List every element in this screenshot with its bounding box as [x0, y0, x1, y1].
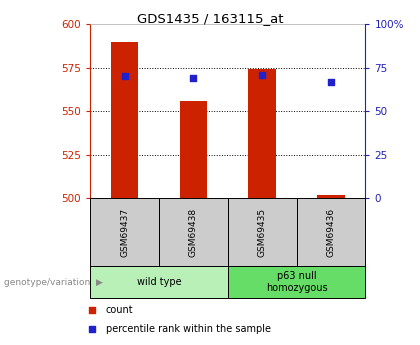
- Bar: [249, 69, 276, 198]
- Text: GSM69436: GSM69436: [326, 207, 336, 257]
- Text: GSM69435: GSM69435: [258, 207, 267, 257]
- Text: GSM69437: GSM69437: [120, 207, 129, 257]
- Text: percentile rank within the sample: percentile rank within the sample: [106, 324, 270, 334]
- Bar: [90, 266, 228, 298]
- Bar: [228, 198, 297, 266]
- Point: [259, 72, 265, 77]
- Text: wild type: wild type: [137, 277, 181, 287]
- Text: count: count: [106, 305, 133, 315]
- Bar: [159, 198, 228, 266]
- Point: [190, 76, 197, 81]
- Point: [328, 79, 334, 85]
- Point: [121, 74, 128, 79]
- Point: [88, 326, 95, 331]
- Text: genotype/variation  ▶: genotype/variation ▶: [4, 277, 103, 287]
- Bar: [317, 195, 345, 198]
- Bar: [297, 198, 365, 266]
- Point: [88, 307, 95, 313]
- Text: GSM69438: GSM69438: [189, 207, 198, 257]
- Bar: [90, 198, 159, 266]
- Bar: [111, 42, 139, 198]
- Bar: [180, 101, 207, 198]
- Text: p63 null
homozygous: p63 null homozygous: [266, 271, 328, 293]
- Bar: [228, 266, 365, 298]
- Text: GDS1435 / 163115_at: GDS1435 / 163115_at: [137, 12, 283, 25]
